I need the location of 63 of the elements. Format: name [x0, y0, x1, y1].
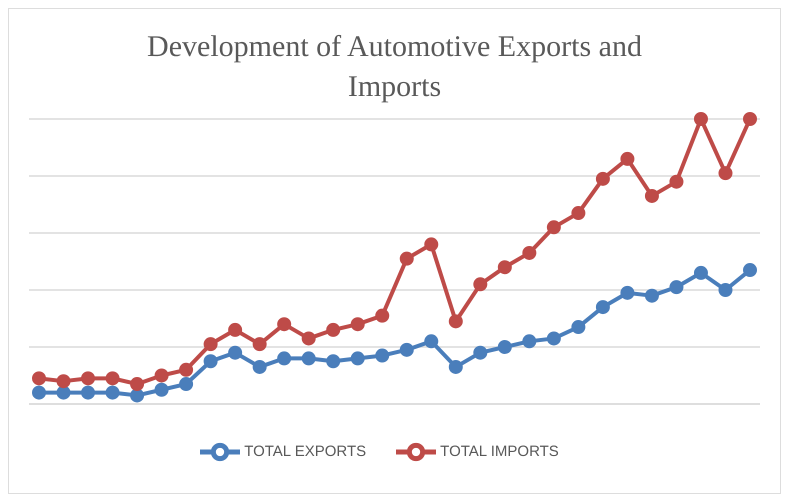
point	[718, 283, 732, 297]
point	[81, 371, 96, 386]
point	[302, 331, 316, 346]
legend-label: TOTAL IMPORTS	[440, 442, 559, 460]
point	[154, 368, 169, 382]
point	[400, 252, 414, 266]
point	[571, 320, 586, 334]
point	[546, 331, 561, 346]
point	[375, 348, 390, 363]
point	[106, 386, 120, 400]
point	[228, 346, 242, 360]
point	[620, 152, 634, 166]
point	[277, 317, 292, 332]
point	[277, 351, 292, 366]
point	[743, 263, 757, 278]
point	[32, 386, 46, 400]
point	[130, 388, 144, 402]
point	[620, 286, 634, 300]
point	[644, 188, 659, 203]
point	[106, 371, 120, 386]
point	[130, 377, 144, 392]
point	[694, 266, 708, 280]
point	[596, 172, 610, 186]
point	[375, 308, 390, 323]
point	[644, 288, 659, 303]
point	[498, 260, 512, 274]
point	[252, 360, 267, 374]
point	[154, 382, 169, 397]
point	[522, 334, 536, 348]
point	[56, 374, 71, 388]
point	[669, 280, 684, 294]
point	[596, 300, 610, 314]
point	[669, 174, 684, 189]
point	[350, 351, 365, 366]
point	[498, 340, 512, 354]
point	[326, 322, 340, 337]
point	[350, 317, 365, 332]
point	[522, 246, 536, 260]
chart-title: Development of Automotive Exports and Imports	[146, 29, 643, 105]
point	[179, 362, 194, 377]
point	[32, 371, 46, 386]
point	[179, 377, 194, 392]
point	[326, 354, 340, 368]
point	[718, 166, 732, 180]
point	[302, 351, 316, 366]
legend-label: TOTAL EXPORTS	[244, 442, 366, 460]
point	[56, 386, 71, 400]
point	[571, 206, 586, 220]
point	[424, 334, 438, 348]
point	[473, 277, 488, 292]
point	[228, 322, 242, 337]
point	[473, 346, 488, 360]
point	[448, 314, 463, 328]
point	[204, 337, 218, 352]
point	[252, 337, 267, 352]
point	[694, 112, 708, 126]
point	[204, 354, 218, 368]
point	[400, 342, 414, 357]
point	[424, 237, 438, 252]
point	[743, 112, 757, 126]
point	[81, 386, 96, 400]
point	[448, 360, 463, 374]
point	[546, 220, 561, 234]
